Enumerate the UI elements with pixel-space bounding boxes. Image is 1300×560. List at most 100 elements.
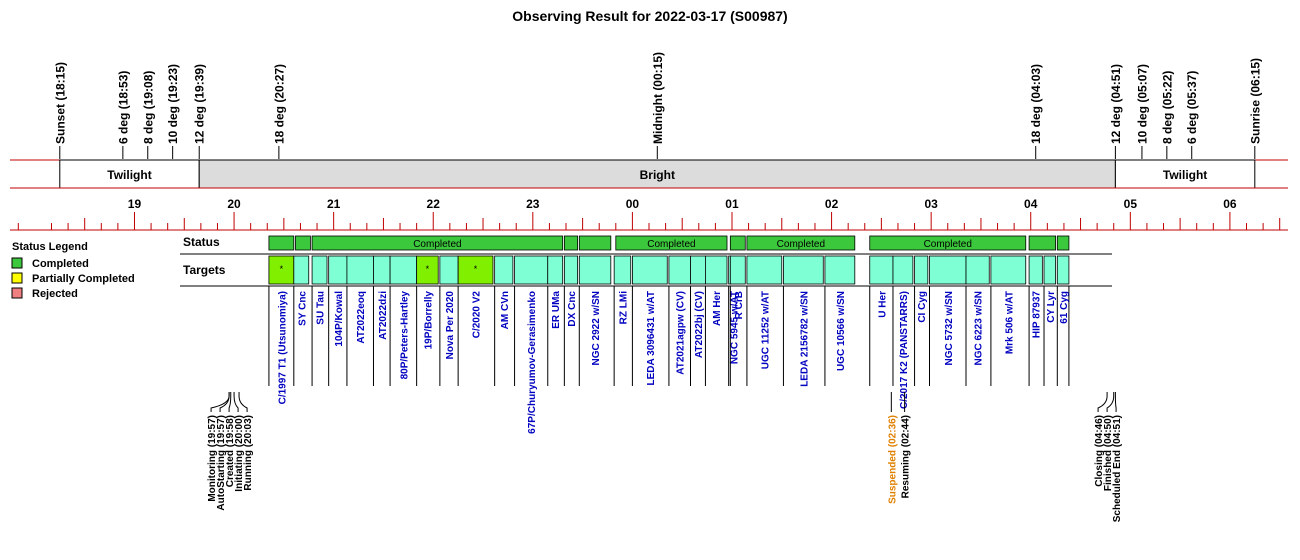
target-block	[1056, 255, 1070, 285]
target-block	[346, 255, 374, 285]
target-name: NGC 5732 w/SN	[944, 291, 955, 365]
target-block	[494, 255, 514, 285]
status-row: Completed Completed Completed Completed	[268, 235, 1070, 251]
target-block	[729, 255, 746, 285]
target-block	[373, 255, 391, 285]
event-label: Suspended (02:36)	[887, 415, 898, 504]
marker-label: Sunset (18:15)	[53, 62, 67, 144]
status-legend: Status Legend Completed Partially Complet…	[11, 241, 135, 300]
target-block	[328, 255, 348, 285]
ruler-hour-label: 04	[1024, 197, 1038, 211]
marker-label: 18 deg (04:03)	[1029, 64, 1043, 144]
target-block	[514, 255, 549, 285]
target-block	[293, 255, 310, 285]
marker-label: 6 deg (05:37)	[1185, 71, 1199, 144]
targets-row-label: Targets	[183, 263, 226, 277]
marker-label: 12 deg (19:39)	[193, 64, 207, 144]
sky-condition-bands: Twilight Bright Twilight	[10, 159, 1288, 189]
target-name: 104P/Kowal	[334, 291, 345, 347]
ruler-hour-label: 22	[427, 197, 441, 211]
target-name: AM CVn	[500, 291, 511, 329]
marker-label: 18 deg (20:27)	[272, 64, 286, 144]
target-block	[914, 255, 929, 285]
target-name: AT2022dzi	[378, 291, 389, 340]
sun-altitude-markers: Sunset (18:15) 6 deg (18:53) 8 deg (19:08)…	[53, 52, 1262, 159]
target-name: 67P/Churyumov-Gerasimenko	[527, 291, 538, 434]
event-label: Closing (04:46)	[1094, 415, 1105, 487]
status-segment-label: Completed	[413, 239, 461, 250]
target-name: HIP 87937	[1032, 291, 1043, 339]
event-connector	[219, 392, 230, 412]
target-block	[563, 255, 579, 285]
event-connector	[233, 392, 239, 412]
marker-label: 8 deg (19:08)	[141, 71, 155, 144]
target-block	[965, 255, 990, 285]
target-block	[1043, 255, 1057, 285]
ruler-hour-label: 19	[128, 197, 142, 211]
target-name: AM Her	[712, 291, 723, 326]
target-block	[668, 255, 691, 285]
legend-label: Completed	[32, 258, 89, 270]
event-connector	[1106, 392, 1115, 412]
status-segment	[295, 235, 311, 251]
event-label: Scheduled End (04:51)	[1112, 415, 1123, 522]
event-connector	[1114, 392, 1117, 412]
event-connector	[238, 392, 248, 412]
target-name: SU Tau	[316, 291, 327, 325]
ruler-hour-label: 00	[626, 197, 640, 211]
target-marker-glyph: *	[426, 264, 430, 274]
target-name: C/1997 T1 (Utsunomiya)	[277, 291, 288, 404]
target-marker-glyph: *	[474, 264, 478, 274]
event-label: AutoStarting (19:57)	[216, 415, 227, 511]
target-marker-glyph: *	[280, 264, 284, 274]
target-name: AT2021agpw (CV)	[676, 291, 687, 375]
targets-row: * C/1997 T1 (Utsunomiya) SY Cnc SU Tau 104P/…	[180, 253, 1112, 434]
event-log: Monitoring (19:57)AutoStarting (19:57)Cr…	[207, 392, 1123, 522]
status-segment	[578, 235, 612, 251]
status-segment-label: Completed	[924, 239, 972, 250]
legend-swatch	[11, 287, 23, 299]
target-name: UGC 11252 w/AT	[760, 291, 771, 369]
target-block	[783, 255, 824, 285]
target-block	[547, 255, 564, 285]
target-name: UGC 10566 w/SN	[836, 291, 847, 371]
target-block	[746, 255, 783, 285]
legend-swatch	[11, 257, 23, 269]
target-name: AT2022eoq	[356, 291, 367, 344]
target-block	[690, 255, 706, 285]
target-name: C/2020 V2	[472, 291, 483, 339]
target-name: 61 Cyg	[1059, 291, 1070, 324]
target-name: LEDA 3096431 w/AT	[646, 291, 657, 385]
target-name: Mrk 506 w/AT	[1004, 291, 1015, 354]
band-twilight	[1114, 159, 1256, 189]
target-name: 19P/Borrelly	[423, 291, 434, 350]
event-label: Initiating (20:00)	[234, 415, 245, 492]
target-name: DX Cnc	[567, 291, 578, 327]
ruler-hour-label: 20	[227, 197, 241, 211]
status-segment	[1028, 235, 1057, 251]
marker-label: 8 deg (05:22)	[1160, 71, 1174, 144]
target-name: CY Lyr	[1046, 291, 1057, 323]
event-connector	[1097, 392, 1108, 412]
target-block	[824, 255, 856, 285]
target-block	[892, 255, 914, 285]
target-block	[416, 255, 439, 285]
band-label: Twilight	[107, 168, 151, 182]
target-name: ER UMa	[551, 291, 562, 329]
event-label: Finished (04:50)	[1103, 415, 1114, 491]
target-name: 80P/Peters-Hartley	[399, 291, 410, 380]
marker-label: Sunrise (06:15)	[1248, 58, 1262, 144]
status-row-label: Status	[183, 235, 220, 249]
legend-label: Partially Completed	[32, 273, 135, 285]
target-name: R CrB	[734, 291, 745, 319]
target-name: RZ LMi	[618, 291, 629, 325]
band-label: Bright	[640, 168, 675, 182]
ruler-hour-label: 23	[526, 197, 540, 211]
band-label: Twilight	[1163, 168, 1207, 182]
marker-label: 10 deg (19:23)	[166, 64, 180, 144]
target-block	[705, 255, 728, 285]
ruler-hour-label: 01	[725, 197, 739, 211]
target-block	[869, 255, 894, 285]
status-segment	[729, 235, 746, 251]
